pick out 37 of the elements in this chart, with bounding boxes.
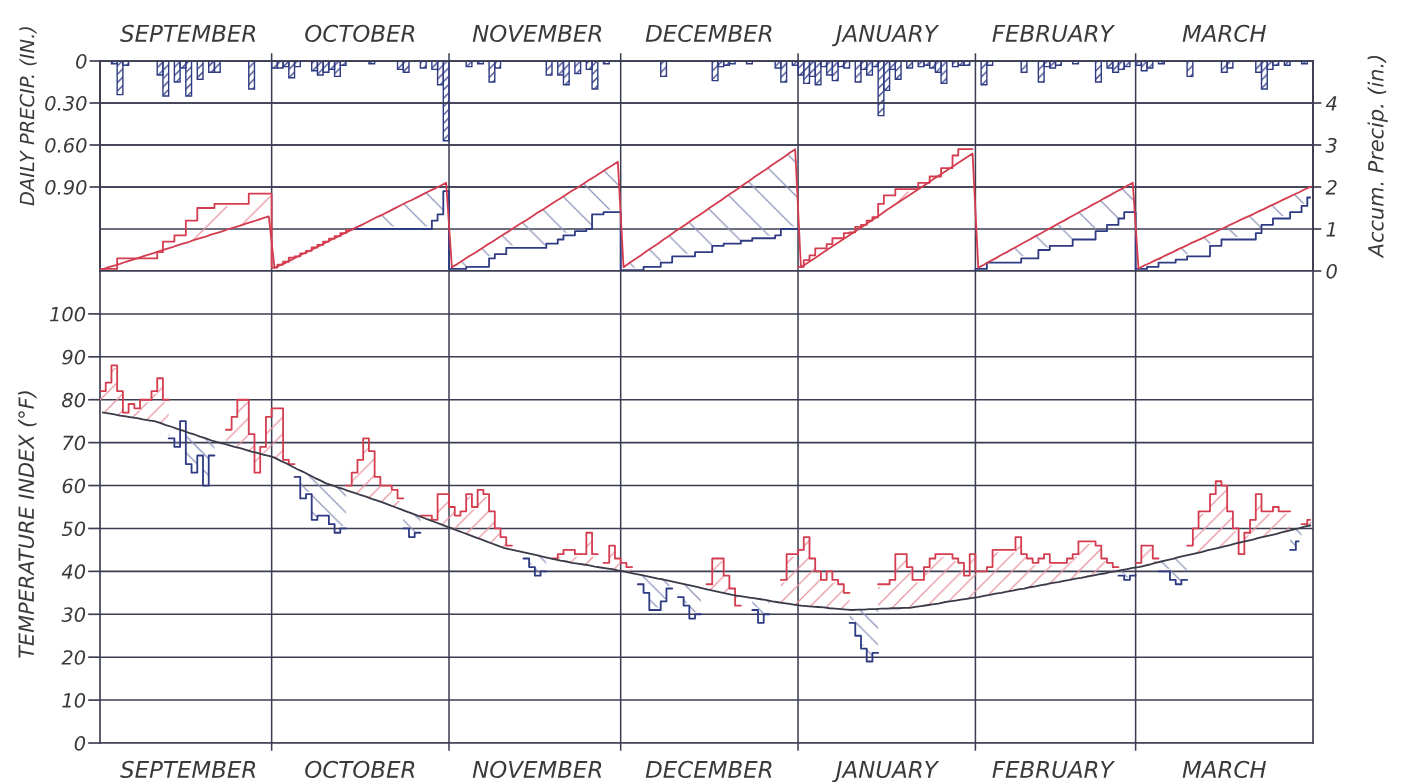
x-tick-label: DECEMBER [645,24,772,42]
y2-tick-label: 4 [1325,96,1337,111]
y-tick-label: 30 [61,607,86,622]
x-tick-label: OCTOBER [305,760,415,779]
y-tick-label: 10 [62,693,86,708]
x-tick-label: OCTOBER [305,24,415,42]
y2-axis-title: Accum. Precip. (in.) [1367,55,1388,259]
y-tick-label: 70 [63,435,86,451]
x-tick-label: MARCH [1182,24,1266,42]
y-tick-label: 0 [74,735,86,751]
y-tick-label: 60 [62,478,86,494]
y-tick-label: 20 [61,650,86,665]
y-tick-label: 0.60 [45,137,87,153]
y2-tick-label: 2 [1325,179,1337,195]
y-tick-label: 80 [62,392,86,408]
x-tick-label: SEPTEMBER [120,760,256,779]
x-tick-label: FEBRUARY [992,761,1115,779]
x-tick-label: SEPTEMBER [120,24,256,42]
x-tick-label: DECEMBER [645,760,772,779]
y2-tick-label: 1 [1326,222,1335,237]
y-tick-label: 50 [61,521,86,537]
y-tick-label: 90 [62,349,86,365]
y-axis-title: DAILY PRECIP. (IN.) [19,27,37,206]
y-tick-label: 0.30 [45,95,87,111]
x-tick-label: NOVEMBER [472,760,602,779]
x-tick-label: NOVEMBER [472,24,602,42]
y2-tick-label: 3 [1325,137,1337,153]
x-tick-label: FEBRUARY [992,24,1115,42]
x-tick-label: MARCH [1182,760,1266,779]
y-tick-label: 40 [61,564,86,580]
y-tick-label: 0.90 [45,179,87,195]
x-tick-label: JANUARY [832,761,940,782]
y-tick-label: 0 [76,53,87,69]
x-tick-label: JANUARY [832,24,940,47]
y-axis-title: TEMPERATURE INDEX (°F) [18,391,37,658]
y2-tick-label: 0 [1326,263,1337,279]
y-tick-label: 100 [49,306,86,322]
